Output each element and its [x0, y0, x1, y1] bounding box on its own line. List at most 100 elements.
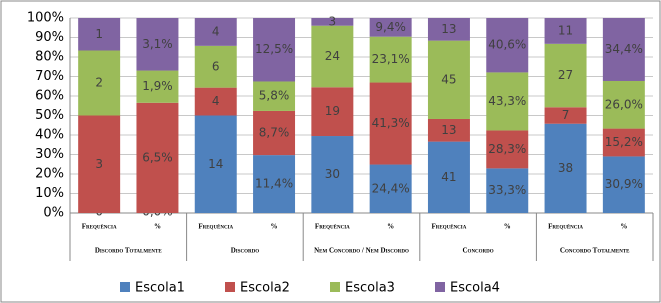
bar-segment: [544, 18, 587, 44]
legend-label: Escola2: [240, 281, 290, 296]
bar-segment: [369, 18, 412, 37]
x-tick-label: %: [271, 223, 278, 231]
y-tick-label: 70%: [35, 69, 64, 84]
y-tick-label: 50%: [35, 108, 64, 123]
legend-swatch: [120, 282, 130, 292]
x-tick-label: Frequência: [548, 223, 583, 231]
group-label: Nem Concordo / Nem Discordo: [314, 247, 409, 255]
data-label: 2: [95, 76, 103, 90]
bar-segment: [194, 45, 237, 88]
bar-segment: [311, 136, 354, 213]
y-tick-label: 100%: [27, 11, 64, 26]
bar-segment: [369, 36, 412, 83]
bar-segment: [136, 102, 179, 213]
bar-segment: [253, 18, 296, 82]
y-tick-label: 90%: [35, 30, 64, 45]
bar-segment: [602, 128, 645, 157]
bar-segment: [486, 130, 529, 169]
y-tick-label: 40%: [35, 128, 64, 143]
data-label: 11: [558, 23, 573, 37]
y-tick-label: 20%: [35, 167, 64, 182]
data-label: 12,5%: [255, 42, 293, 56]
bar-segment: [311, 18, 354, 26]
legend-label: Escola4: [450, 281, 500, 296]
data-label: 11,4%: [255, 177, 293, 191]
data-label: 26,0%: [605, 97, 643, 111]
bar-segment: [602, 18, 645, 81]
data-label: 19: [325, 104, 340, 118]
bar-segment: [369, 82, 412, 165]
x-tick-label: Frequência: [315, 223, 350, 231]
y-tick-label: 30%: [35, 147, 64, 162]
bar-segment: [253, 81, 296, 111]
group-label: Concordo: [463, 247, 494, 255]
data-label: 1,9%: [142, 79, 173, 93]
legend-swatch: [435, 282, 445, 292]
bar-segment: [253, 110, 296, 156]
bar-segment: [602, 156, 645, 213]
data-label: 13: [441, 123, 456, 137]
data-label: 43,3%: [488, 94, 526, 108]
data-label: 14: [208, 157, 223, 171]
data-label: 15,2%: [605, 135, 643, 149]
data-label: 7: [562, 108, 570, 122]
y-tick-label: 60%: [35, 89, 64, 104]
data-label: 3,1%: [142, 37, 173, 51]
bar-segment: [78, 115, 121, 213]
bar-segment: [544, 107, 587, 124]
bar-segment: [194, 18, 237, 46]
data-label: 40,6%: [488, 38, 526, 52]
legend-label: Escola1: [135, 281, 185, 296]
bar-segment: [427, 18, 470, 41]
x-tick-label: %: [154, 223, 161, 231]
data-label: 27: [558, 68, 573, 82]
bar-segment: [486, 18, 529, 73]
data-label: 24: [325, 49, 340, 63]
data-label: 41,3%: [372, 116, 410, 130]
x-tick-label: %: [504, 223, 511, 231]
data-label: 6: [212, 59, 220, 73]
bar-segment: [78, 50, 121, 116]
group-label: Concordo Totalmente: [560, 247, 630, 255]
group-label: Discordo Totalmente: [95, 247, 162, 255]
bar-segment: [427, 40, 470, 119]
data-label: 6,5%: [142, 150, 173, 164]
data-label: 4: [212, 24, 220, 38]
x-tick-label: %: [387, 223, 394, 231]
bar-segment: [427, 141, 470, 213]
data-label: 30: [325, 167, 340, 181]
bar-segment: [78, 18, 121, 51]
y-tick-label: 10%: [35, 186, 64, 201]
bar-segment: [544, 43, 587, 108]
bar-segment: [194, 115, 237, 213]
bar-segment: [253, 155, 296, 213]
data-label: 30,9%: [605, 177, 643, 191]
bar-segment: [486, 72, 529, 131]
legend-label: Escola3: [345, 281, 395, 296]
data-label: 8,7%: [259, 126, 290, 140]
legend-swatch: [330, 282, 340, 292]
group-label: Discordo: [231, 247, 260, 255]
data-label: 4: [212, 94, 220, 108]
data-label: 3: [329, 14, 337, 28]
data-label: 34,4%: [605, 42, 643, 56]
x-tick-label: %: [620, 223, 627, 231]
bar-segment: [486, 168, 529, 213]
legend-swatch: [225, 282, 235, 292]
y-tick-label: 80%: [35, 50, 64, 65]
x-tick-label: Frequência: [82, 223, 117, 231]
bar-segment: [311, 25, 354, 88]
y-tick-label: 0%: [43, 206, 64, 221]
bar-segment: [602, 80, 645, 129]
data-label: 38: [558, 161, 573, 175]
data-label: 41: [441, 170, 456, 184]
bar-segment: [311, 87, 354, 137]
data-label: 33,3%: [488, 183, 526, 197]
bar-segment: [136, 70, 179, 103]
data-label: 28,3%: [488, 142, 526, 156]
bar-segment: [544, 123, 587, 213]
x-tick-label: Frequência: [198, 223, 233, 231]
data-label: 24,4%: [372, 181, 410, 195]
data-label: 13: [441, 22, 456, 36]
data-label: 23,1%: [372, 52, 410, 66]
